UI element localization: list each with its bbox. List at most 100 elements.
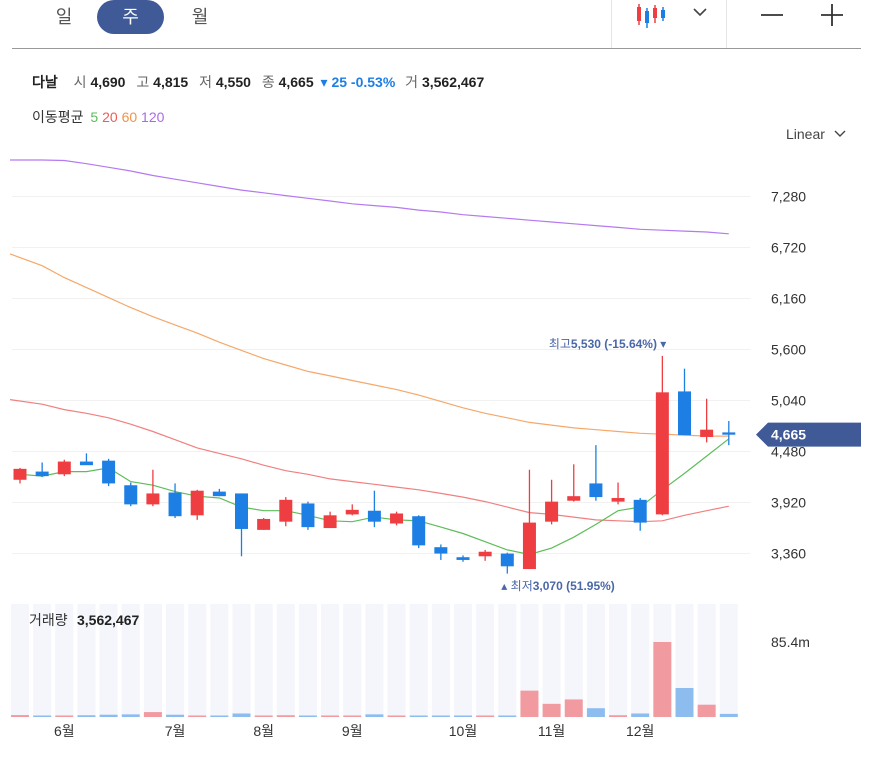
period-tab-month[interactable]: 월 [191,7,209,27]
candle-body [279,499,293,522]
volume-slot [77,604,96,717]
zoom-out-button[interactable] [758,2,786,28]
candle [633,497,647,531]
close-value: 4,665 [278,74,314,90]
candle-body [190,490,204,516]
volume-bar [365,714,384,717]
ma60-legend: 60 [121,109,138,125]
volume-slot [454,604,472,717]
volume-slot [298,604,317,717]
volume-bar [542,703,561,717]
candle-body [146,493,160,505]
volume-slot [476,604,495,717]
plus-icon [821,4,843,26]
ma-label: 이동평균 [32,109,84,125]
volume-bar [431,715,450,717]
zoom-in-button[interactable] [818,2,846,28]
candle-body [412,516,426,546]
chart-type-dropdown[interactable] [690,4,710,20]
candle-body [611,497,625,502]
current-price-label: 4,665 [771,427,806,443]
volume-value: 3,562,467 [421,74,485,90]
candle-body [633,499,647,523]
ohlc-summary: 다날 시 4,690 고 4,815 저 4,550 종 4,665 ▾ 25 … [32,72,491,92]
candle-body [102,460,116,484]
volume-slot [409,604,428,717]
x-tick-label: 11월 [538,723,565,739]
open-label: 시 [73,74,87,90]
candle-body [323,515,337,529]
candle-body [13,468,27,480]
volume-slot [697,604,716,717]
candle [390,511,404,526]
ma20-legend: 20 [102,109,118,125]
volume-bar [653,642,672,717]
volume-slot [11,604,29,717]
volume-slot [631,604,650,717]
candle [412,515,426,549]
candle [57,459,71,477]
candle [124,482,138,507]
candle-body [456,557,470,560]
volume-current: 3,562,467 [77,612,139,628]
ma120-legend: 120 [141,109,165,125]
high-annotation: 최고5,530 (-15.64%) ▾ [549,337,667,351]
candle [434,544,448,560]
volume-slot [210,604,229,717]
volume-slot [232,604,251,717]
scale-mode-dropdown[interactable]: Linear [786,126,847,142]
volume-bar [321,715,340,717]
period-tab-day[interactable]: 일 [55,7,73,27]
volume-bar [586,708,605,717]
low-value: 4,550 [215,74,251,90]
x-tick-label: 8월 [253,723,274,739]
y-tick-label: 3,360 [771,546,806,562]
volume-bar [520,690,539,717]
candle [500,552,514,574]
volume-bar [719,713,738,717]
candle [323,511,337,529]
y-tick-label: 4,480 [771,444,806,460]
y-tick-label: 6,720 [771,239,806,255]
toolbar-divider [611,0,612,48]
volume-axis-max-label: 85.4m [771,634,810,650]
volume-slot [431,604,450,717]
candle [190,489,204,520]
volume-bar [77,715,96,717]
candle-body [124,485,138,505]
candle [301,501,315,530]
volume-label: 거 [405,74,419,90]
candle [589,445,603,501]
current-price-tag [756,422,861,447]
chevron-down-icon [693,8,707,17]
volume-slot [254,604,273,717]
candle-body [212,491,226,497]
candle-body [434,547,448,554]
candle-body [390,513,404,524]
volume-bar [675,688,694,717]
volume-title: 거래량 [29,612,68,628]
candle [722,421,736,446]
open-value: 4,690 [90,74,126,90]
period-toolbar: 일 주 월 [0,0,873,48]
candle [700,398,714,443]
period-tab-week[interactable]: 주 [97,0,164,34]
candle-body [57,461,71,475]
chart-type-button[interactable] [634,3,668,29]
volume-bar [276,715,295,717]
x-tick-label: 6월 [54,723,75,739]
high-label: 고 [136,74,150,90]
ma20-line [9,399,729,523]
volume-slot [33,604,52,717]
candle [212,488,226,497]
x-tick-label: 10월 [449,723,477,739]
volume-slot [321,604,340,717]
volume-bar [143,712,162,717]
candle-body [722,432,736,435]
candle [522,469,536,570]
toolbar-divider [726,0,727,48]
volume-bar [254,715,273,717]
candle-body [79,461,93,466]
volume-bar [55,715,74,717]
